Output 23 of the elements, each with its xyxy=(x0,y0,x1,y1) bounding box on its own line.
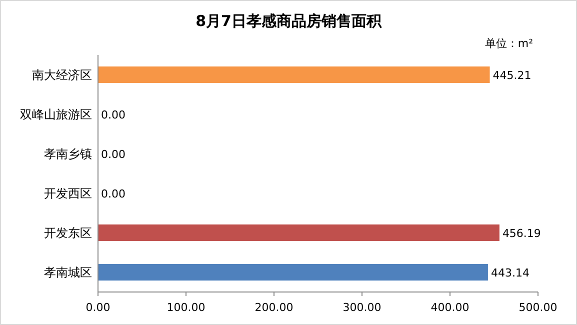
x-tick-label: 100.00 xyxy=(166,301,206,314)
y-tick-label: 孝南城区 xyxy=(44,265,92,280)
x-tick-label: 200.00 xyxy=(254,301,294,314)
bar xyxy=(98,224,500,242)
data-label: 445.21 xyxy=(492,68,532,82)
y-tick-label: 开发东区 xyxy=(44,226,92,240)
text: 单位：m² xyxy=(484,37,533,50)
data-label: 0.00 xyxy=(101,108,126,122)
data-label: 456.19 xyxy=(502,226,541,240)
x-tick-label: 0.00 xyxy=(86,301,110,314)
y-tick-label: 南大经济区 xyxy=(32,68,92,82)
data-label: 443.14 xyxy=(490,266,530,280)
y-tick-label: 开发西区 xyxy=(44,186,92,200)
bar xyxy=(98,264,488,281)
y-tick-label: 孝南乡镇 xyxy=(44,146,92,161)
data-label: 0.00 xyxy=(101,148,126,161)
bar xyxy=(98,66,490,84)
data-label: 0.00 xyxy=(101,187,126,200)
x-tick-label: 400.00 xyxy=(430,301,470,314)
chart-title: 8月7日孝感商品房销售面积 xyxy=(196,12,382,30)
x-tick-label: 500.00 xyxy=(518,301,558,314)
y-tick-label: 双峰山旅游区 xyxy=(20,107,92,122)
x-tick-label: 300.00 xyxy=(342,301,382,314)
